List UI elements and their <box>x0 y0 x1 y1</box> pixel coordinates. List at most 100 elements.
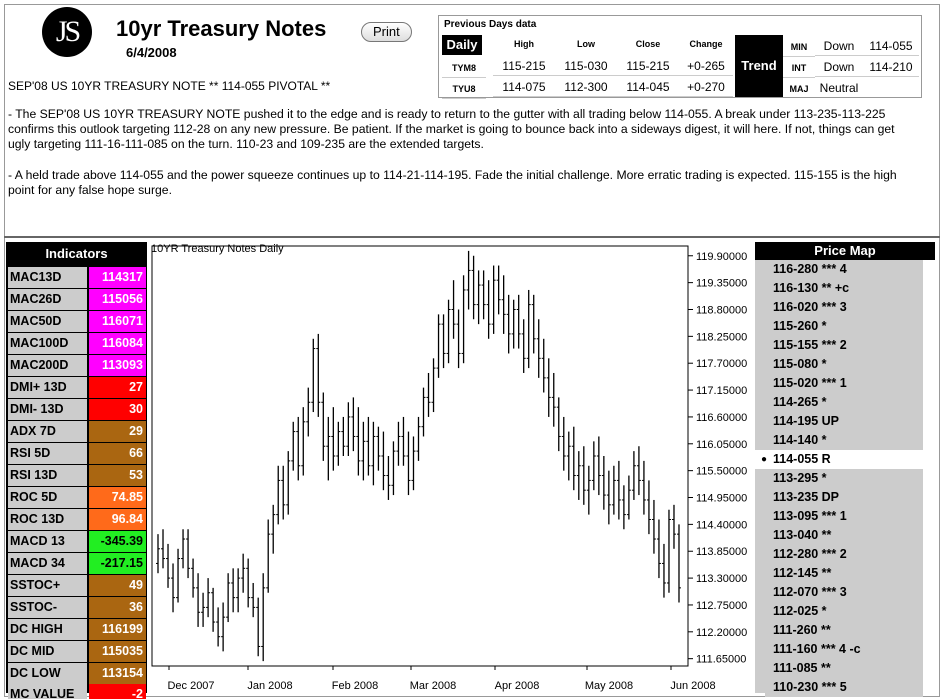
indicator-value: 49 <box>89 575 146 596</box>
price-map-item: 111-160 *** 4 -c <box>765 640 923 659</box>
price-map-label: 111-085 ** <box>773 661 831 675</box>
price-map-item: 110-230 *** 5 <box>765 678 923 697</box>
col-high-header: High <box>514 39 534 49</box>
indicator-row: MAC100D 116084 <box>8 333 146 354</box>
price-map-item: 116-130 ** +c <box>765 279 923 298</box>
indicator-row: MC VALUE -2 <box>8 684 146 699</box>
y-tick-label: 114.40000 <box>696 519 747 531</box>
col-low-header: Low <box>577 39 595 49</box>
previous-days-table: Previous Days data Daily High Low Close … <box>438 15 922 99</box>
row-low: 112-300 <box>555 78 617 97</box>
y-tick-label: 113.30000 <box>696 573 747 585</box>
price-map-item: 115-020 *** 1 <box>765 374 923 393</box>
indicator-value: 115035 <box>89 641 146 662</box>
indicator-row: ROC 13D 96.84 <box>8 509 146 530</box>
plot-area <box>151 245 689 667</box>
trend-label: Trend <box>735 35 783 97</box>
price-map-item: 113-235 DP <box>765 488 923 507</box>
indicator-name: MAC100D <box>8 333 87 354</box>
y-tick-label: 119.35000 <box>696 278 747 290</box>
indicator-name: MAC13D <box>8 267 87 288</box>
price-map-item: 112-070 *** 3 <box>765 583 923 602</box>
indicator-row: MACD 34 -217.15 <box>8 553 146 574</box>
print-button[interactable]: Print <box>361 22 412 42</box>
row-high: 115-215 <box>493 57 555 76</box>
y-tick-label: 119.90000 <box>696 251 747 263</box>
trend-maj-label: MAJ <box>789 84 809 94</box>
indicators-panel: Indicators MAC13D 114317 MAC26D 115056 MAC50… <box>6 242 147 699</box>
indicators-title: Indicators <box>45 246 108 261</box>
y-tick-label: 115.50000 <box>696 466 747 478</box>
y-tick-label: 114.95000 <box>696 493 747 505</box>
price-map-label: 111-260 ** <box>773 623 831 637</box>
indicator-name: ADX 7D <box>8 421 87 442</box>
indicator-name: MAC26D <box>8 289 87 310</box>
price-map-label: 115-080 * <box>773 357 827 371</box>
indicator-name: ROC 5D <box>8 487 87 508</box>
price-map-item: 114-195 UP <box>765 412 923 431</box>
price-map-label: 112-280 *** 2 <box>773 547 847 561</box>
indicator-value: 30 <box>89 399 146 420</box>
col-change-header: Change <box>689 39 723 49</box>
indicator-value: 113154 <box>89 663 146 684</box>
price-map-label: 114-265 * <box>773 395 827 409</box>
price-map-label: 113-040 ** <box>773 528 832 542</box>
indicator-row: DC MID 115035 <box>8 641 146 662</box>
col-close-header: Close <box>635 39 661 49</box>
indicator-name: MC VALUE <box>8 684 87 699</box>
y-tick-label: 112.75000 <box>696 600 747 612</box>
x-tick-label: Jun 2008 <box>670 680 715 692</box>
price-map-item: 116-280 *** 4 <box>765 260 923 279</box>
indicator-value: -217.15 <box>89 553 146 574</box>
x-tick-label: Feb 2008 <box>332 680 378 692</box>
price-map-label: 115-155 *** 2 <box>773 338 847 352</box>
indicator-row: SSTOC- 36 <box>8 597 146 618</box>
indicator-row: DC LOW 113154 <box>8 663 146 684</box>
price-chart: 10YR Treasury Notes Daily 119.90000 119.35… <box>148 239 753 695</box>
indicator-row: MACD 13 -345.39 <box>8 531 146 552</box>
price-map-item: 113-295 * <box>765 469 923 488</box>
price-map-label: 116-130 ** +c <box>773 281 850 295</box>
price-map-item: 112-025 * <box>765 602 923 621</box>
indicator-row: RSI 5D 66 <box>8 443 146 464</box>
trend-int-label: INT <box>783 59 815 78</box>
indicator-name: RSI 13D <box>8 465 87 486</box>
price-map-item: 116-020 *** 3 <box>765 298 923 317</box>
y-tick-label: 117.15000 <box>696 385 747 397</box>
row-close: 114-045 <box>617 78 679 97</box>
indicator-value: 116199 <box>89 619 146 640</box>
price-map-label: 115-020 *** 1 <box>773 376 847 390</box>
row-change: +0-265 <box>679 57 733 76</box>
trend-min-label: MIN <box>783 38 815 57</box>
x-tick-label: Dec 2007 <box>167 680 214 692</box>
price-map-item: 111-085 ** <box>765 659 923 678</box>
indicator-value: 116071 <box>89 311 146 332</box>
chart-svg: 10YR Treasury Notes Daily 119.90000 119.35… <box>151 243 747 692</box>
active-level-dot-icon: ● <box>761 454 768 465</box>
indicator-value: -2 <box>89 684 146 699</box>
commentary-paragraph-1: - The SEP'08 US 10YR TREASURY NOTE pushe… <box>8 107 895 151</box>
y-tick-label: 116.05000 <box>696 439 747 451</box>
x-tick-label: May 2008 <box>585 680 633 692</box>
price-map-item: 114-265 * <box>765 393 923 412</box>
price-map-item: 113-040 ** <box>765 526 923 545</box>
previous-days-title: Previous Days data <box>444 19 537 30</box>
price-map-item: 113-095 *** 1 <box>765 507 923 526</box>
price-map-label: 114-055 R <box>773 452 831 466</box>
indicator-name: MAC200D <box>8 355 87 376</box>
row-symbol: TYU8 <box>442 80 486 99</box>
indicator-value: 113093 <box>89 355 146 376</box>
indicator-row: DMI+ 13D 27 <box>8 377 146 398</box>
trend-min-direction: Down <box>815 37 863 56</box>
price-map-item: 114-140 * <box>765 431 923 450</box>
headline: SEP'08 US 10YR TREASURY NOTE ** 114-055 … <box>8 79 331 93</box>
report-date: 6/4/2008 <box>126 45 177 60</box>
indicator-row: DMI- 13D 30 <box>8 399 146 420</box>
indicator-value: 74.85 <box>89 487 146 508</box>
row-low: 115-030 <box>555 57 617 76</box>
indicator-value: 116084 <box>89 333 146 354</box>
price-map-label: 111-160 *** 4 -c <box>773 642 861 656</box>
indicator-row: MAC50D 116071 <box>8 311 146 332</box>
indicator-name: MAC50D <box>8 311 87 332</box>
indicator-name: SSTOC+ <box>8 575 87 596</box>
